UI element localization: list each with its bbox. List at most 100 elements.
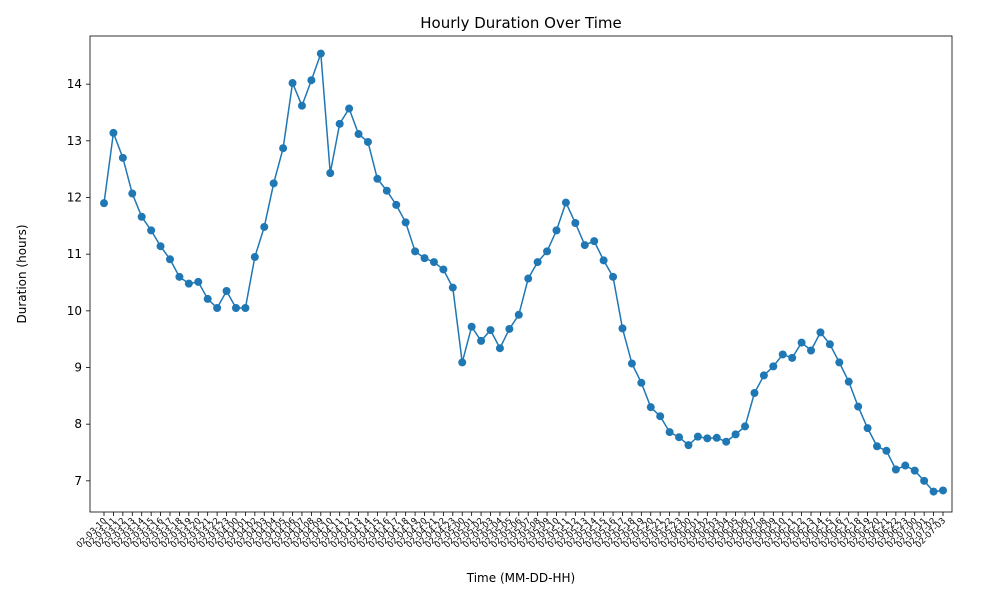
data-point xyxy=(854,402,863,411)
y-tick-label: 10 xyxy=(67,304,82,318)
y-tick-label: 7 xyxy=(74,474,82,488)
data-point xyxy=(156,242,165,251)
data-point xyxy=(495,344,504,353)
data-point xyxy=(411,247,420,256)
data-point xyxy=(835,358,844,367)
y-tick-label: 12 xyxy=(67,191,82,205)
data-point xyxy=(288,79,297,88)
data-point xyxy=(778,350,787,359)
data-point xyxy=(939,486,947,495)
data-point xyxy=(477,336,486,345)
y-tick-label: 11 xyxy=(67,247,82,261)
data-point xyxy=(684,441,693,450)
data-point xyxy=(665,428,674,437)
data-point xyxy=(712,433,721,442)
data-point xyxy=(326,169,335,178)
x-axis-label: Time (MM-DD-HH) xyxy=(466,571,575,585)
data-point xyxy=(505,324,514,333)
data-point xyxy=(392,200,401,209)
data-point xyxy=(458,358,467,367)
y-tick-label: 8 xyxy=(74,417,82,431)
data-point xyxy=(552,226,561,235)
data-point xyxy=(807,346,816,355)
data-point xyxy=(750,389,759,397)
data-point xyxy=(203,294,212,303)
data-point xyxy=(486,326,495,335)
duration-series-markers xyxy=(100,49,947,496)
data-point xyxy=(401,218,410,227)
data-point xyxy=(439,265,448,274)
data-point xyxy=(335,119,344,128)
y-tick-label: 14 xyxy=(67,77,82,91)
data-point xyxy=(307,76,316,85)
data-point xyxy=(863,424,872,433)
x-axis-ticks: 02-03-1002-03-1102-03-1202-03-1302-03-14… xyxy=(75,512,948,550)
data-point xyxy=(656,412,665,421)
data-point xyxy=(194,277,203,286)
data-point xyxy=(920,476,929,485)
data-point xyxy=(382,186,391,195)
data-point xyxy=(543,247,552,256)
data-point xyxy=(250,253,259,261)
data-point xyxy=(703,434,712,443)
data-point xyxy=(580,241,589,250)
data-point xyxy=(590,237,599,246)
data-point xyxy=(118,153,127,162)
data-point xyxy=(363,137,372,146)
data-point xyxy=(929,487,938,496)
data-point xyxy=(609,272,618,281)
plot-frame xyxy=(89,35,953,513)
y-tick-label: 9 xyxy=(74,361,82,375)
data-point xyxy=(873,442,882,451)
data-point xyxy=(109,128,118,137)
data-point xyxy=(844,377,853,386)
data-point xyxy=(646,403,655,412)
y-tick-label: 13 xyxy=(67,134,82,148)
data-point xyxy=(448,283,457,292)
data-point xyxy=(222,287,231,295)
data-point xyxy=(260,222,269,231)
data-point xyxy=(891,465,900,474)
data-point xyxy=(354,130,363,139)
data-point xyxy=(731,430,740,439)
data-point xyxy=(675,433,684,442)
data-point xyxy=(373,174,382,183)
data-point xyxy=(100,199,108,208)
data-point xyxy=(722,437,731,446)
data-point xyxy=(241,304,250,312)
data-point xyxy=(420,254,429,263)
data-point xyxy=(797,338,806,347)
chart-title: Hourly Duration Over Time xyxy=(420,14,621,32)
y-axis-label: Duration (hours) xyxy=(15,224,29,323)
data-point xyxy=(741,422,750,431)
data-point xyxy=(788,353,797,362)
data-point xyxy=(175,272,184,281)
data-point xyxy=(571,219,580,227)
data-point xyxy=(637,378,646,387)
data-point xyxy=(524,274,533,283)
data-point xyxy=(316,49,325,58)
data-point xyxy=(165,255,174,264)
data-point xyxy=(533,258,542,267)
data-point xyxy=(231,304,240,312)
data-point xyxy=(345,104,354,113)
data-point xyxy=(184,279,193,288)
data-point xyxy=(769,362,778,371)
data-point xyxy=(599,256,608,265)
data-point xyxy=(213,304,222,312)
data-point xyxy=(759,371,768,380)
data-point xyxy=(882,446,891,455)
y-axis-ticks: 7 8 9 10 11 12 13 14 xyxy=(67,77,90,488)
data-point xyxy=(627,359,636,368)
data-point xyxy=(269,179,278,188)
data-point xyxy=(137,212,146,221)
data-point xyxy=(825,340,834,349)
data-point xyxy=(901,461,910,470)
data-point xyxy=(618,324,627,333)
data-point xyxy=(147,226,156,235)
data-point xyxy=(693,432,702,441)
data-point xyxy=(561,198,570,207)
data-point xyxy=(128,189,137,198)
